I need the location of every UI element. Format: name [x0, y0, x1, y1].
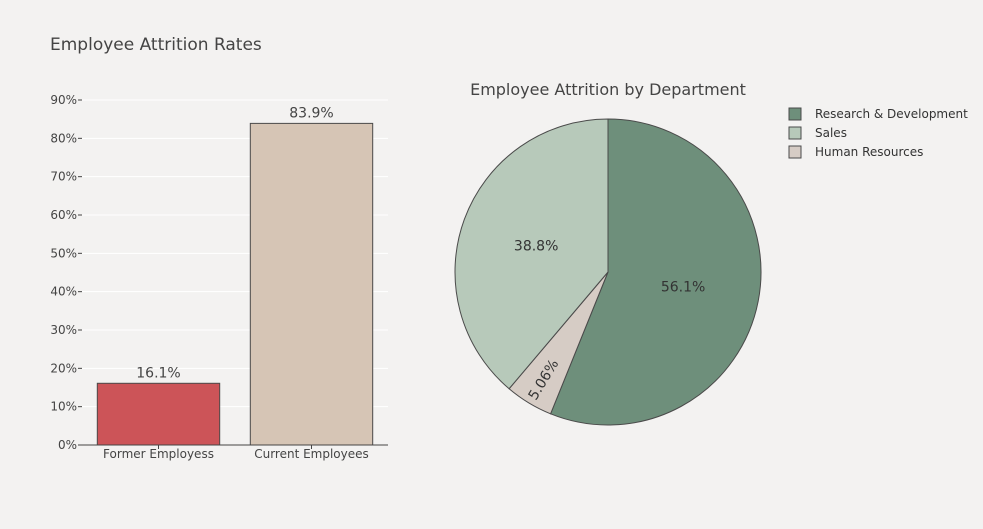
- bar-chart: 0% 10% 20% 30% 40% 50% 60% 70% 80% 90% 16.1% 83.9%…: [50, 93, 388, 461]
- pie-slices: [454, 118, 762, 426]
- pie-chart: Employee Attrition by Department 56.1%5.…: [454, 80, 762, 426]
- pie-title: Employee Attrition by Department: [470, 80, 746, 99]
- bar-y-tick-label: 10%: [50, 400, 77, 414]
- bar-data-label: 83.9%: [289, 105, 333, 121]
- legend-item[interactable]: Research & Development: [788, 107, 968, 121]
- bar-former-employees[interactable]: [96, 382, 221, 446]
- bar-y-tick-label: 70%: [50, 170, 77, 184]
- bar-y-tick-label: 90%: [50, 93, 77, 107]
- bar-x-tick-label: Current Employees: [254, 447, 369, 461]
- bar-y-axis-ticks: 0% 10% 20% 30% 40% 50% 60% 70% 80% 90%: [50, 93, 82, 452]
- main-title: Employee Attrition Rates: [50, 35, 262, 55]
- bar-data-label: 16.1%: [136, 365, 180, 381]
- pie-data-label: 56.1%: [661, 280, 705, 296]
- pie-data-label: 38.8%: [514, 239, 558, 255]
- pie-slice-research-development[interactable]: [549, 118, 762, 426]
- legend-swatch: [788, 126, 802, 140]
- pie-legend[interactable]: Research & Development Sales Human Resourc…: [788, 107, 968, 159]
- legend-label: Research & Development: [815, 107, 968, 121]
- legend-label: Sales: [815, 126, 847, 140]
- legend-swatch: [788, 145, 802, 159]
- bar-x-tick-label: Former Employess: [103, 447, 214, 461]
- legend-item[interactable]: Sales: [788, 126, 847, 140]
- bar-y-tick-label: 20%: [50, 361, 77, 375]
- bar-gridlines: [82, 99, 388, 408]
- legend-label: Human Resources: [815, 145, 923, 159]
- legend-item[interactable]: Human Resources: [788, 145, 923, 159]
- bar-y-tick-label: 40%: [50, 285, 77, 299]
- bar-marks: 16.1% 83.9%: [96, 105, 374, 446]
- bar-y-tick-label: 60%: [50, 208, 77, 222]
- pie-slice-sales[interactable]: [454, 118, 609, 390]
- legend-swatch: [788, 107, 802, 121]
- bar-current-employees[interactable]: [249, 122, 374, 446]
- bar-y-tick-label: 0%: [58, 438, 77, 452]
- bar-y-tick-label: 30%: [50, 323, 77, 337]
- bar-y-tick-label: 80%: [50, 131, 77, 145]
- bar-y-tick-label: 50%: [50, 246, 77, 260]
- bar-x-axis-ticks: Former Employess Current Employees: [103, 445, 369, 461]
